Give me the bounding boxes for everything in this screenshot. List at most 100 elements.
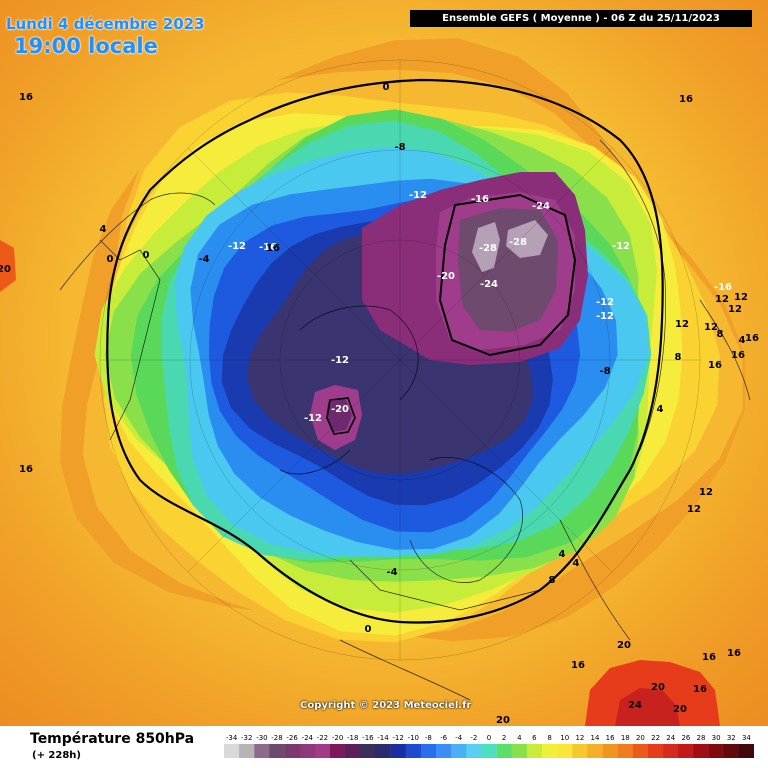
legend-swatch xyxy=(511,744,528,758)
heat-core-asia-inner xyxy=(615,688,680,726)
contour-label: 20 xyxy=(617,640,631,651)
contour-label: 20 xyxy=(0,264,11,275)
legend-swatch xyxy=(632,744,649,758)
contour-label: -16 xyxy=(714,282,732,293)
legend-tick-label: 26 xyxy=(681,734,690,742)
contour-label: -28 xyxy=(509,237,527,248)
coastlines xyxy=(59,139,751,701)
legend-swatch xyxy=(526,744,543,758)
legend-swatch xyxy=(648,744,664,758)
contour-label: -16 xyxy=(471,194,489,205)
legend-tick-label: -20 xyxy=(332,734,343,742)
legend-swatch xyxy=(693,744,709,758)
legend-swatch xyxy=(314,744,331,758)
contour-label: 24 xyxy=(628,700,642,711)
contour-label: 12 xyxy=(675,319,689,330)
legend-swatch xyxy=(345,744,361,758)
contour-label: 16 xyxy=(693,684,707,695)
legend-tick-label: 2 xyxy=(502,734,506,742)
contour-label: 16 xyxy=(19,92,33,103)
contour-label: -12 xyxy=(596,297,614,308)
legend-swatch xyxy=(436,744,452,758)
legend-tick-label: 30 xyxy=(712,734,721,742)
contour-label: 12 xyxy=(734,292,748,303)
legend-tick-label: 0 xyxy=(487,734,491,742)
contour-label: -24 xyxy=(480,279,498,290)
contour-label: 8 xyxy=(675,352,682,363)
contour-label: 20 xyxy=(496,715,510,726)
legend-swatch xyxy=(663,744,679,758)
legend-tick-label: -28 xyxy=(271,734,282,742)
legend-swatch xyxy=(557,744,573,758)
legend-swatch xyxy=(496,744,512,758)
legend-swatch xyxy=(269,744,285,758)
legend-tick-label: 6 xyxy=(532,734,537,742)
model-run-banner: Ensemble GEFS ( Moyenne ) - 06 Z du 25/1… xyxy=(410,10,752,27)
graticule xyxy=(99,59,701,661)
legend-tick-label: 14 xyxy=(591,734,600,742)
legend-tick-label: 28 xyxy=(697,734,706,742)
minus24-contour xyxy=(438,193,577,357)
contour-label: 20 xyxy=(673,704,687,715)
zero-degree-contour xyxy=(106,78,664,624)
minus20-contour-greenland xyxy=(326,397,356,435)
legend-swatch xyxy=(738,744,754,758)
legend-swatch xyxy=(572,744,588,758)
legend-tick-label: -12 xyxy=(392,734,403,742)
legend-tick-label: -6 xyxy=(440,734,448,742)
legend-tick-label: -10 xyxy=(408,734,419,742)
legend-swatch xyxy=(466,744,482,758)
contour-label: -20 xyxy=(331,404,349,415)
contour-label: -24 xyxy=(532,201,550,212)
legend-swatch xyxy=(224,744,240,758)
heat-core-west xyxy=(0,240,16,292)
legend-tick-label: 22 xyxy=(651,734,660,742)
legend-tick-label: -30 xyxy=(256,734,267,742)
contour-label: -28 xyxy=(479,243,497,254)
cold-pool-greenland-core xyxy=(326,398,352,432)
legend-swatch xyxy=(542,744,558,758)
legend-swatch xyxy=(284,744,300,758)
contour-label: 4 xyxy=(739,335,746,346)
legend-tick-label: 12 xyxy=(575,734,584,742)
contour-label: 12 xyxy=(715,294,729,305)
contour-label: 4 xyxy=(657,404,664,415)
legend-swatch xyxy=(405,744,422,758)
lead-time: (+ 228h) xyxy=(32,750,81,761)
contour-label: 16 xyxy=(19,464,33,475)
legend-tick-label: -32 xyxy=(241,734,252,742)
contour-label: 4 xyxy=(100,224,107,235)
contour-label: 16 xyxy=(679,94,693,105)
contour-label: -12 xyxy=(304,413,322,424)
variable-name: Température 850hPa xyxy=(30,731,195,747)
contour-label: 12 xyxy=(728,304,742,315)
contour-label: -4 xyxy=(386,567,397,578)
cold-pool-siberia-extreme xyxy=(472,220,548,272)
contour-label: 12 xyxy=(699,487,713,498)
legend-swatch xyxy=(602,744,618,758)
legend-swatch xyxy=(708,744,724,758)
contour-label: -16 xyxy=(259,242,277,253)
legend-tick-label: 32 xyxy=(727,734,736,742)
legend-swatch xyxy=(299,744,316,758)
legend-swatch xyxy=(481,744,497,758)
legend-swatch xyxy=(239,744,255,758)
legend-swatch xyxy=(451,744,467,758)
contour-labels: 16 160-8-12 -16-24-12 -28-28-20-24-12-16-44… xyxy=(0,82,759,726)
contour-label: 16 xyxy=(745,333,759,344)
cold-pool-siberia-inner xyxy=(458,208,558,332)
contour-label: 8 xyxy=(549,575,556,586)
contour-label: -4 xyxy=(198,254,209,265)
legend-swatch xyxy=(617,744,634,758)
contour-label: 20 xyxy=(651,682,665,693)
contour-label: 16 xyxy=(571,660,585,671)
legend-tick-label: -34 xyxy=(226,734,238,742)
legend-tick-label: -22 xyxy=(317,734,328,742)
contour-label: 4 xyxy=(559,549,566,560)
forecast-date: Lundi 4 décembre 2023 xyxy=(6,15,205,33)
contour-label: 4 xyxy=(573,558,580,569)
legend-swatch xyxy=(254,744,270,758)
legend-tick-label: -16 xyxy=(362,734,374,742)
legend-swatch xyxy=(360,744,376,758)
